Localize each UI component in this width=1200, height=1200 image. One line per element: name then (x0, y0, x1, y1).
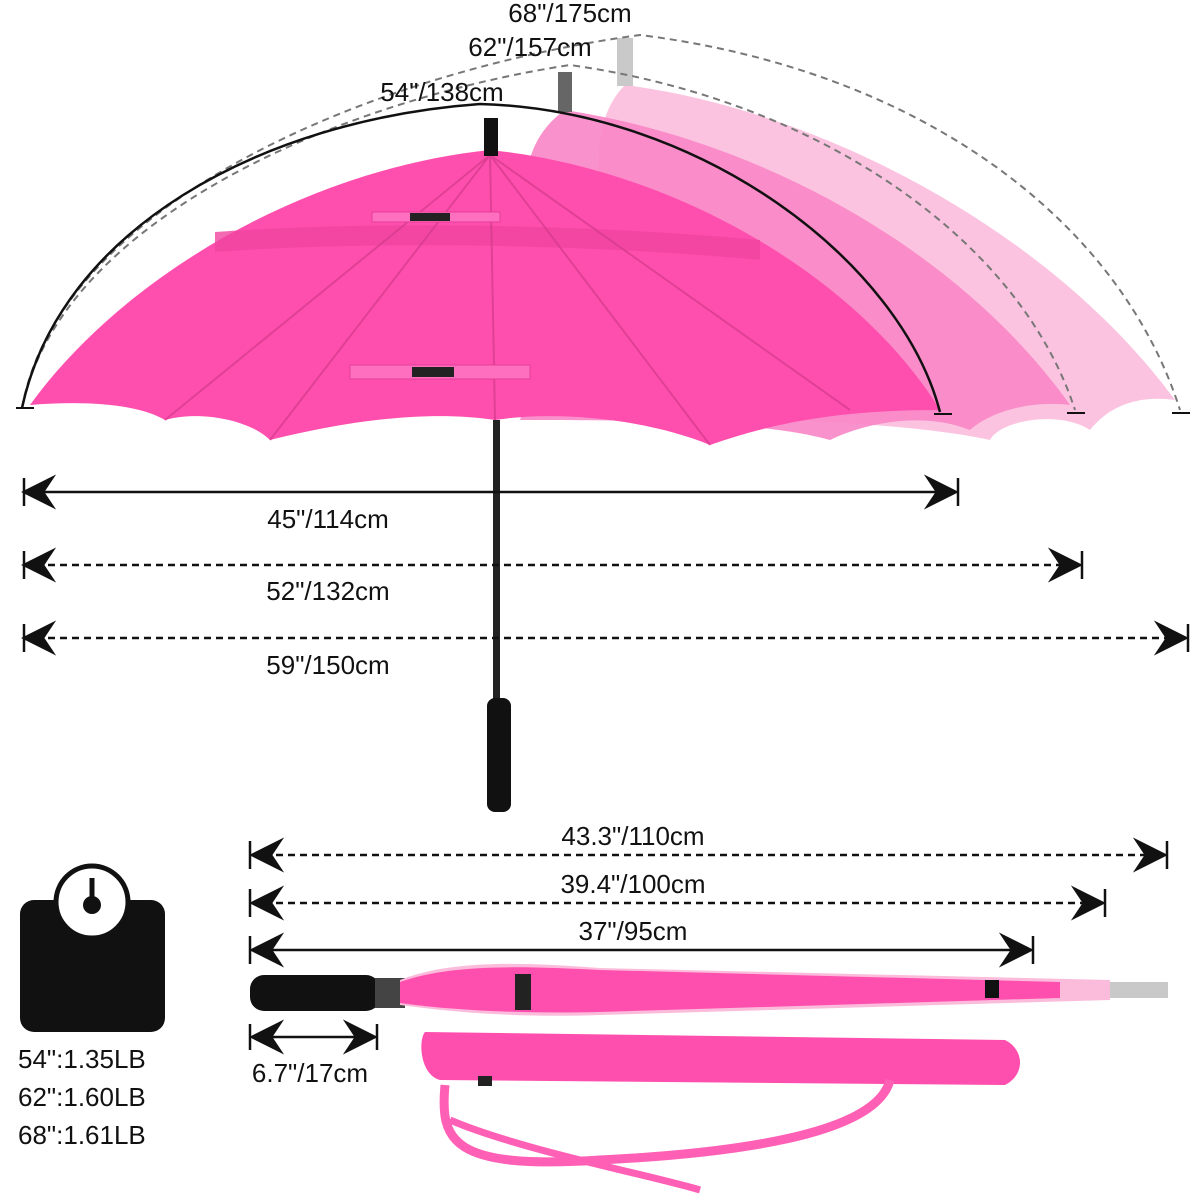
carrying-sleeve (421, 1032, 1020, 1194)
span-label-45: 45"/114cm (267, 504, 388, 534)
length-label-100: 39.4"/100cm (560, 869, 705, 899)
handle-length-label: 6.7"/17cm (252, 1058, 368, 1088)
weight-54: 54":1.35LB (18, 1044, 146, 1074)
umbrella-shaft (487, 420, 511, 812)
span-label-59: 59"/150cm (266, 650, 389, 680)
folded-umbrella (250, 963, 1168, 1016)
length-label-110: 43.3"/110cm (561, 821, 704, 851)
tip-62-icon (558, 72, 572, 112)
arc-62 (21, 63, 1076, 411)
arc-54 (20, 102, 942, 413)
arc-label-62: 62"/157cm (468, 32, 591, 62)
span-label-52: 52"/132cm (266, 576, 389, 606)
arc-label-54: 54"/138cm (380, 77, 503, 107)
arc-label-68: 68"/175cm (508, 0, 631, 28)
arc-68 (21, 33, 1181, 411)
tip-68-icon (617, 38, 633, 86)
weight-scale-icon (20, 863, 165, 1032)
length-label-95: 37"/95cm (579, 916, 688, 946)
tip-54-icon (484, 118, 498, 156)
weight-68: 68":1.61LB (18, 1120, 146, 1150)
canopy-54 (30, 118, 940, 446)
weight-62: 62":1.60LB (18, 1082, 146, 1112)
